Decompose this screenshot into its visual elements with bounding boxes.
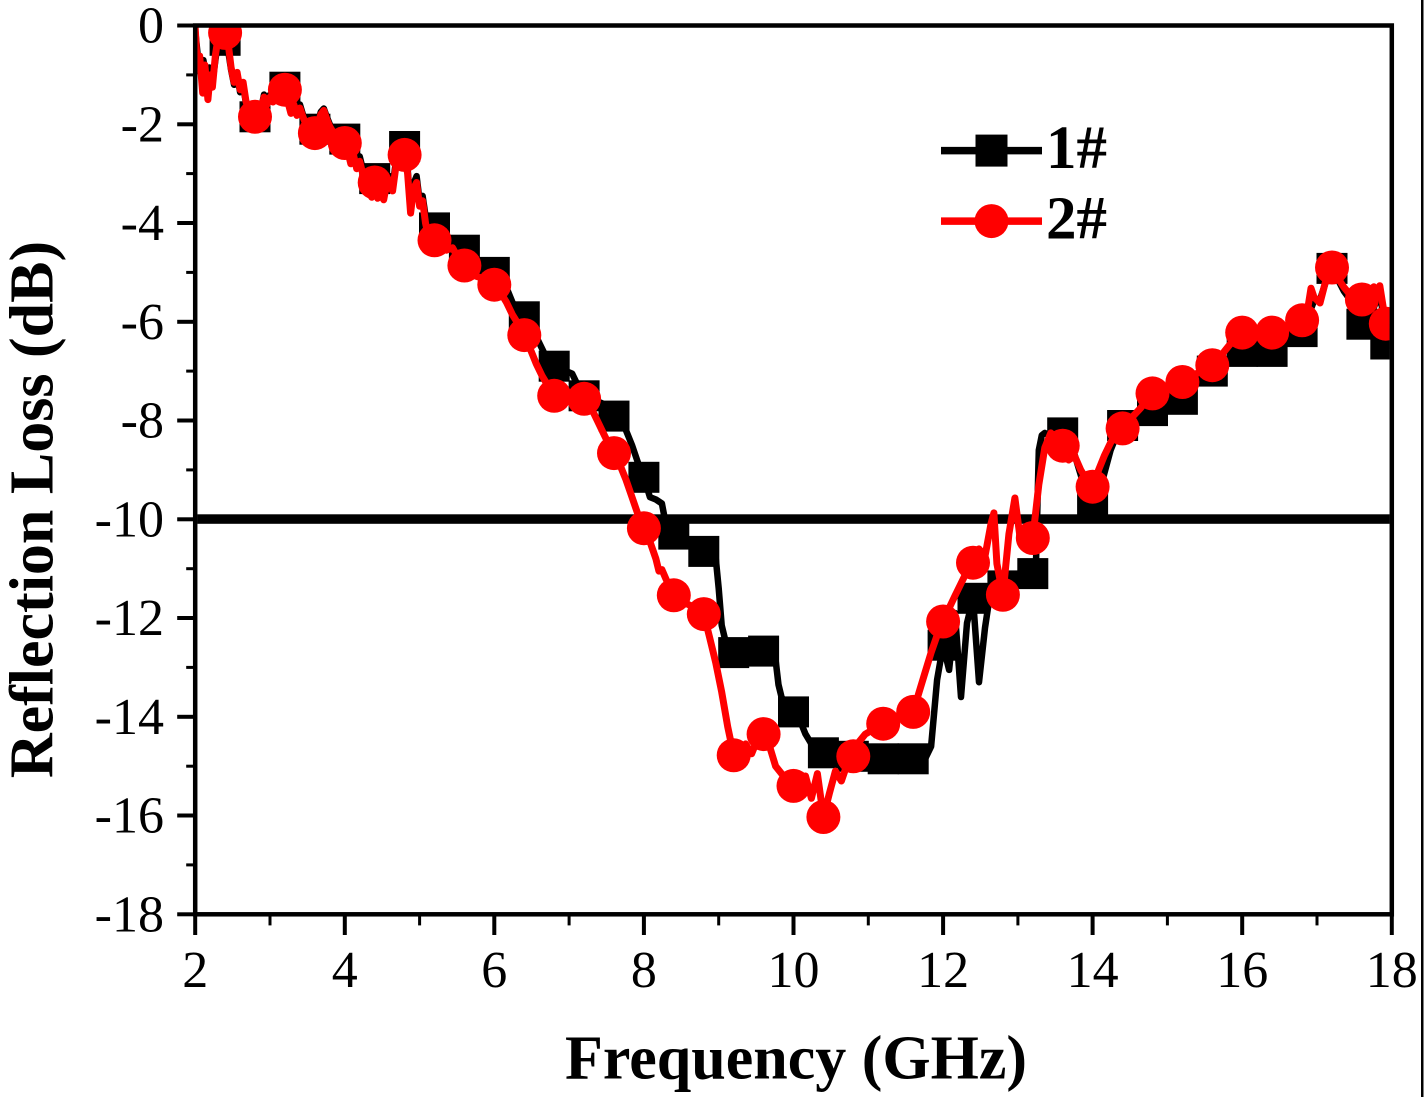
svg-text:16: 16 [1216,942,1268,999]
svg-text:8: 8 [631,942,657,999]
svg-text:-14: -14 [95,689,164,746]
svg-text:2: 2 [182,942,208,999]
svg-text:-4: -4 [121,195,164,252]
svg-text:Frequency (GHz): Frequency (GHz) [565,1025,1027,1093]
svg-text:-8: -8 [121,393,164,450]
svg-text:12: 12 [917,942,969,999]
svg-text:Reflection Loss (dB): Reflection Loss (dB) [0,241,67,778]
svg-text:-16: -16 [95,788,164,845]
svg-text:4: 4 [332,942,358,999]
svg-text:-2: -2 [121,96,164,153]
svg-text:6: 6 [481,942,507,999]
svg-text:0: 0 [138,0,164,55]
svg-text:-10: -10 [95,491,164,548]
svg-text:14: 14 [1067,942,1119,999]
svg-text:2#: 2# [1046,185,1107,252]
svg-text:-6: -6 [121,294,164,351]
svg-text:10: 10 [768,942,820,999]
svg-text:18: 18 [1366,942,1418,999]
svg-text:-18: -18 [95,886,164,943]
svg-text:-12: -12 [95,590,164,647]
svg-text:1#: 1# [1046,115,1107,182]
